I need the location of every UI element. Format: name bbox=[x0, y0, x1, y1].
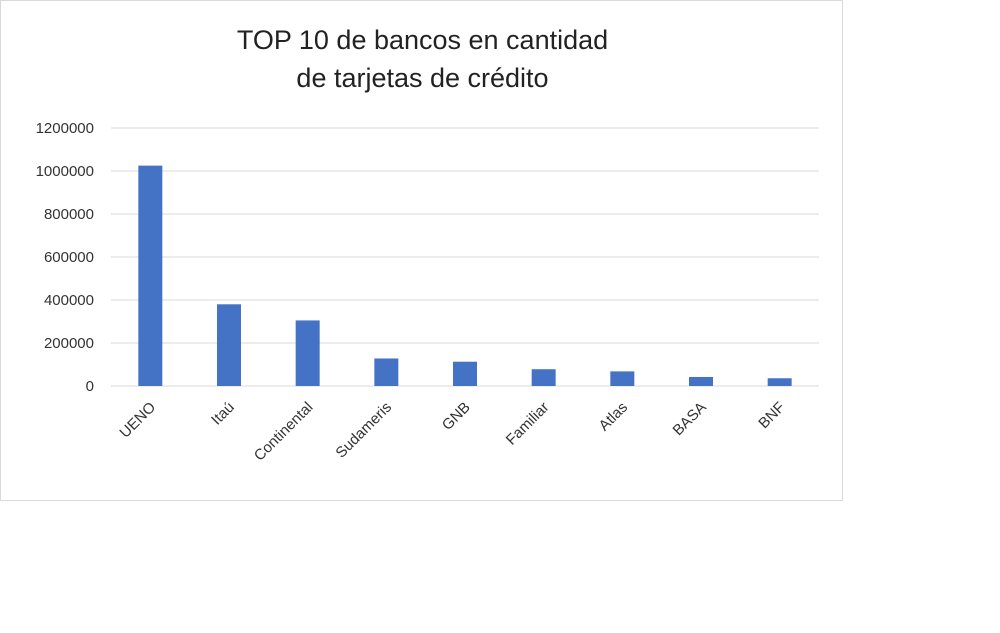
x-category-label: BNF bbox=[755, 399, 788, 432]
chart-frame: TOP 10 de bancos en cantidad de tarjetas… bbox=[0, 0, 843, 501]
x-category-label: GNB bbox=[439, 399, 474, 434]
y-tick-label: 800000 bbox=[44, 206, 94, 223]
y-tick-label: 200000 bbox=[44, 335, 94, 352]
x-category-label: Sudameris bbox=[332, 399, 395, 462]
bar bbox=[374, 358, 399, 386]
x-category-label: UENO bbox=[116, 399, 159, 442]
y-tick-label: 400000 bbox=[44, 292, 94, 309]
bar bbox=[453, 361, 477, 386]
bar bbox=[610, 371, 635, 386]
x-category-label: Continental bbox=[251, 399, 317, 465]
bar-chart-plot: 0 200000 400000 600000 800000 1000000 1200000 U… bbox=[36, 120, 819, 465]
y-tick-label: 0 bbox=[86, 378, 94, 395]
y-tick-label: 1000000 bbox=[36, 163, 94, 180]
bar bbox=[138, 165, 163, 386]
bar bbox=[217, 304, 241, 386]
y-tick-label: 1200000 bbox=[36, 120, 94, 137]
bar bbox=[767, 378, 792, 386]
chart-title-line-1: TOP 10 de bancos en cantidad bbox=[236, 25, 609, 55]
y-tick-label: 600000 bbox=[44, 249, 94, 266]
chart-title-line-2: de tarjetas de crédito bbox=[296, 63, 549, 93]
x-category-label: Familiar bbox=[503, 399, 553, 449]
bar bbox=[295, 320, 320, 386]
x-category-label: Atlas bbox=[596, 399, 632, 435]
x-category-label: BASA bbox=[670, 399, 710, 439]
bar bbox=[689, 376, 713, 386]
x-category-label: Itaú bbox=[208, 399, 238, 429]
bar bbox=[531, 369, 556, 386]
chart-title: TOP 10 de bancos en cantidad de tarjetas… bbox=[1, 21, 844, 97]
